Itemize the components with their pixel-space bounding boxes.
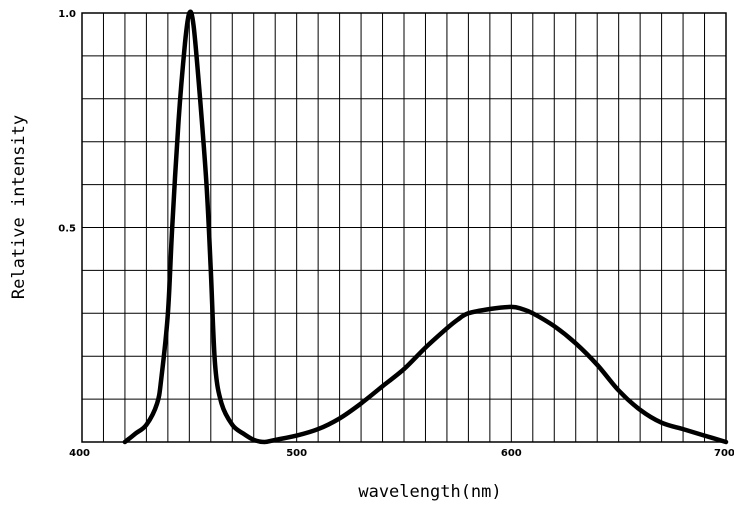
x-tick-label: 400 xyxy=(69,448,90,459)
y-axis-title: Relative intensity xyxy=(9,115,29,299)
chart-grid xyxy=(82,13,726,442)
y-tick-label: 0.5 xyxy=(58,224,76,235)
x-tick-label: 600 xyxy=(501,448,522,459)
x-tick-labels: 400 500 600 700 xyxy=(69,448,734,459)
plot-frame xyxy=(81,12,727,443)
x-axis-title: wavelength(nm) xyxy=(358,482,501,502)
x-tick-label: 700 xyxy=(714,448,734,459)
y-tick-labels: 0.5 1.0 xyxy=(58,9,76,235)
x-tick-label: 500 xyxy=(286,448,307,459)
y-tick-label: 1.0 xyxy=(58,9,76,20)
intensity-line xyxy=(122,9,729,445)
